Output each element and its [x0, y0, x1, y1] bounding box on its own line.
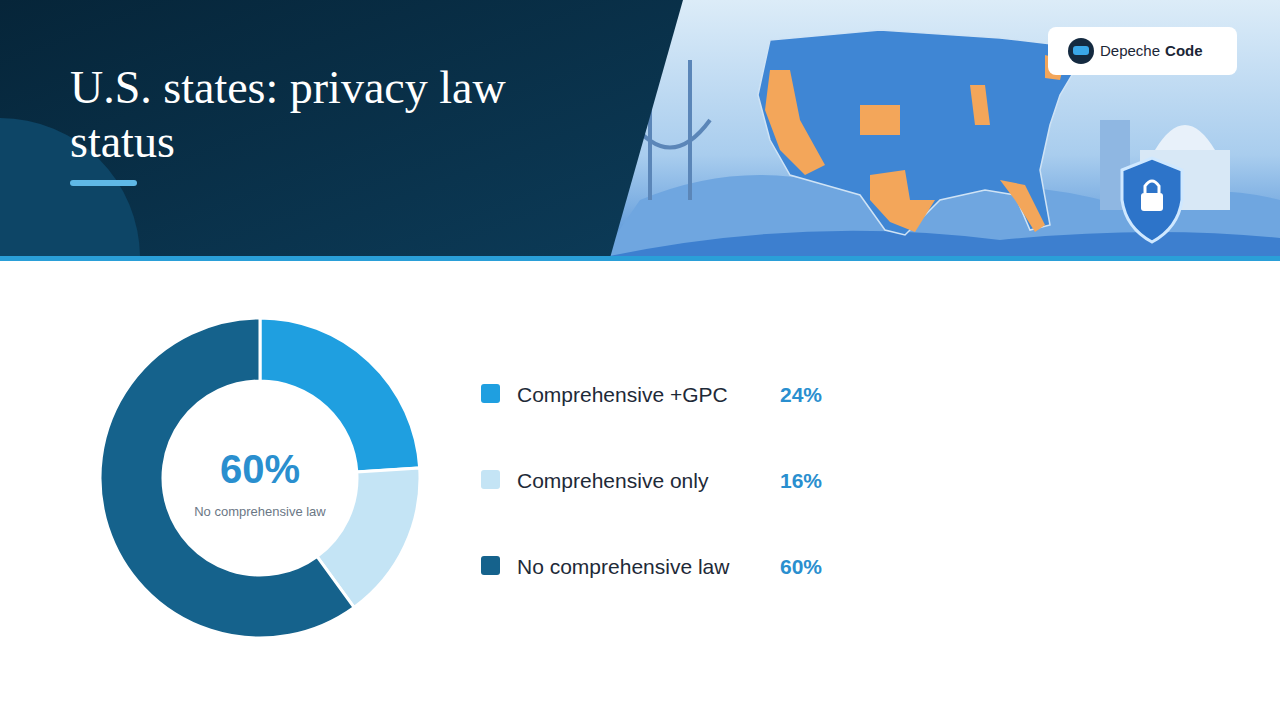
map-state: [765, 70, 825, 175]
logo-word: Depeche: [1100, 42, 1160, 59]
map: [758, 30, 1075, 235]
capitol-dome: [1155, 125, 1215, 150]
donut: [100, 318, 420, 638]
map-state: [1000, 180, 1045, 232]
shield: [1122, 158, 1182, 242]
title-line: status: [70, 116, 175, 167]
legend-swatch: [481, 556, 500, 575]
illustration-bg: [0, 0, 1280, 258]
donut-slice: [100, 318, 354, 638]
slide: U.S. states: privacy lawstatus Depeche Cod…: [0, 0, 1280, 720]
logo-box: [1048, 27, 1237, 75]
legend: Comprehensive +GPC 24% Comprehensive only 1…: [481, 383, 822, 578]
logo-word: Code: [1165, 42, 1203, 59]
legend-value: 60%: [780, 555, 822, 578]
lock: [1141, 193, 1163, 211]
legend-label: No comprehensive law: [517, 555, 730, 578]
center-label: No comprehensive law: [194, 504, 326, 519]
center-value: 60%: [220, 447, 300, 491]
legend-swatch: [481, 470, 500, 489]
title-underline: [70, 180, 137, 186]
header-rule: [0, 256, 1280, 261]
map-state: [870, 170, 935, 232]
legend-value: 16%: [780, 469, 822, 492]
header: [0, 0, 1280, 258]
map-state: [970, 85, 990, 125]
logo-text: Depeche Code: [1100, 42, 1203, 59]
lock: [1145, 181, 1159, 193]
hills: [600, 231, 1280, 258]
map-state: [860, 105, 900, 135]
legend-label: Comprehensive +GPC: [517, 383, 728, 406]
legend-label: Comprehensive only: [517, 469, 709, 492]
logo-icon: [1068, 38, 1094, 64]
logo-icon-face: [1073, 46, 1089, 55]
title-line: U.S. states: privacy law: [70, 62, 506, 113]
title: U.S. states: privacy lawstatus: [70, 62, 506, 167]
legend-value: 24%: [780, 383, 822, 406]
legend-swatch: [481, 384, 500, 403]
